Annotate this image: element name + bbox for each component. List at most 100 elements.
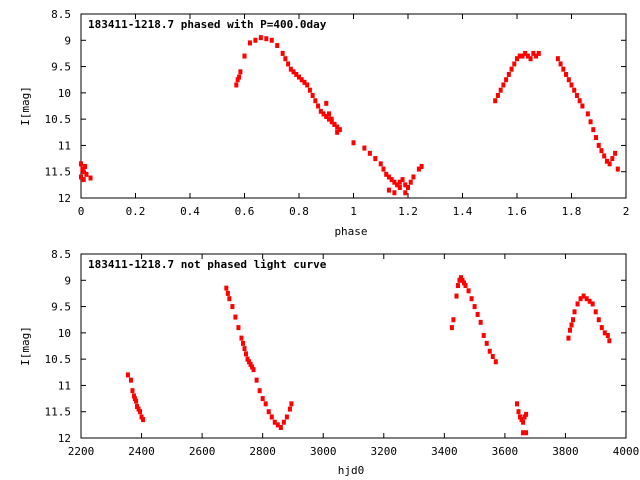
data-point [278, 424, 283, 430]
data-point [236, 325, 241, 331]
x-tick-label: 0.2 [126, 205, 146, 218]
y-tick-label: 12 [58, 432, 71, 445]
data-point [130, 388, 135, 394]
y-tick-label: 11.5 [45, 166, 72, 179]
data-point [373, 156, 378, 162]
data-point [269, 37, 274, 43]
unphased-light-curve-panel: 183411-1218.7 not phased light curve hjd… [19, 248, 639, 477]
data-point [286, 61, 291, 67]
data-point [515, 56, 519, 62]
data-point [498, 87, 503, 93]
data-point [591, 127, 596, 133]
data-point [275, 43, 280, 49]
data-point [520, 53, 525, 59]
data-point [472, 304, 477, 310]
data-point [561, 66, 566, 72]
data-point [324, 100, 329, 106]
y-axis-label-unphased: I[mag] [19, 326, 32, 366]
data-point [525, 53, 530, 59]
data-point [81, 177, 86, 183]
data-point [572, 87, 577, 93]
data-point [475, 311, 480, 317]
data-point [283, 56, 288, 62]
data-point [578, 296, 583, 302]
data-point [403, 182, 408, 188]
phased-light-curve-panel: 183411-1218.7 phased with P=400.0day pha… [19, 8, 629, 238]
data-point [83, 163, 88, 169]
x-tick-label: 2 [623, 205, 630, 218]
x-tick-label: 0.8 [289, 205, 309, 218]
y-tick-label: 10.5 [45, 113, 72, 126]
data-point [521, 430, 526, 436]
data-points-phased [79, 35, 620, 196]
data-point [610, 156, 615, 162]
data-point [569, 322, 574, 328]
data-point [462, 280, 467, 286]
data-point [326, 111, 331, 117]
y-tick-label: 9 [64, 34, 71, 47]
x-tick-label: 2400 [128, 445, 155, 458]
data-point [289, 401, 294, 407]
x-tick-label: 0.4 [180, 205, 200, 218]
data-point [517, 53, 522, 59]
data-point [313, 98, 318, 104]
data-point [381, 166, 386, 172]
data-point [316, 103, 321, 109]
data-point [506, 71, 511, 77]
y-tick-label: 10.5 [45, 353, 72, 366]
data-point [310, 92, 315, 98]
x-ticks-phased: 0 0.2 0.4 0.6 0.8 1 1.2 1.4 1.6 1.8 2 [78, 14, 630, 218]
data-point [580, 103, 585, 109]
data-point [566, 77, 571, 83]
data-point [238, 69, 243, 75]
data-point [134, 398, 139, 404]
data-point [419, 163, 424, 169]
data-point [389, 177, 394, 183]
x-axis-label-unphased: hjd0 [338, 464, 365, 477]
data-point [599, 148, 604, 154]
y-tick-label: 9 [64, 274, 71, 287]
data-point [567, 327, 572, 333]
data-point [264, 36, 269, 42]
data-point [281, 419, 286, 425]
data-point [332, 121, 337, 127]
data-point [237, 74, 242, 80]
data-point [79, 174, 83, 180]
data-point [248, 361, 253, 367]
data-point [534, 53, 539, 59]
data-point [294, 71, 299, 77]
data-point [406, 184, 410, 190]
x-tick-label: 3000 [310, 445, 337, 458]
data-point [571, 317, 576, 323]
data-point [555, 56, 560, 62]
data-point [335, 129, 340, 135]
data-point [577, 98, 582, 104]
data-point [604, 158, 609, 164]
data-point [519, 417, 524, 423]
data-point [575, 301, 580, 307]
data-point [269, 414, 274, 420]
data-point [602, 330, 607, 336]
data-point [593, 309, 598, 315]
data-point [588, 119, 593, 125]
data-point [79, 161, 83, 167]
data-point [566, 335, 571, 341]
data-point [230, 304, 235, 310]
y-ticks-phased: 8.5 9 9.5 10 10.5 11 11.5 12 [45, 8, 626, 205]
data-point [253, 37, 258, 43]
data-point [235, 77, 240, 83]
data-point [493, 98, 498, 104]
x-tick-label: 1.4 [453, 205, 473, 218]
data-point [493, 359, 498, 365]
data-point [403, 190, 408, 196]
plot-frame-phased [80, 13, 627, 199]
data-point [451, 317, 456, 323]
data-point [247, 359, 252, 365]
x-tick-label: 1.6 [507, 205, 527, 218]
data-point [227, 296, 232, 302]
data-point [266, 409, 271, 415]
data-point [481, 332, 486, 338]
x-tick-label: 1.8 [562, 205, 582, 218]
data-point [509, 66, 514, 72]
